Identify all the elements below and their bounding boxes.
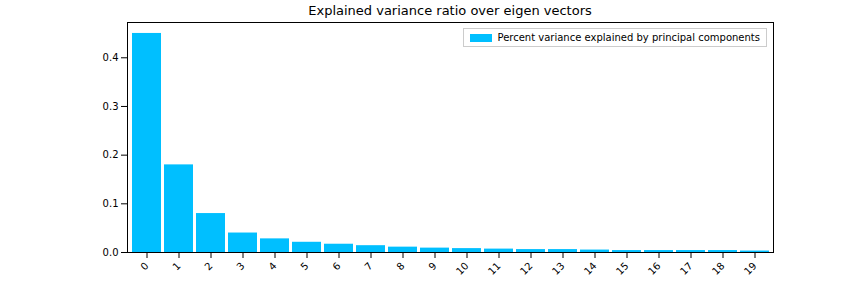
svg-text:13: 13 — [550, 260, 567, 277]
svg-text:0.1: 0.1 — [103, 198, 119, 209]
svg-text:0: 0 — [138, 260, 150, 272]
svg-text:18: 18 — [710, 260, 727, 277]
svg-text:11: 11 — [486, 260, 503, 277]
svg-text:1: 1 — [170, 260, 182, 272]
svg-text:19: 19 — [742, 260, 759, 277]
svg-text:6: 6 — [330, 260, 342, 272]
svg-text:15: 15 — [614, 260, 631, 277]
html-text:Percent variance explained by: Percent variance explained by principal … — [497, 32, 760, 43]
svg-text:9: 9 — [426, 260, 438, 272]
svg-text:5: 5 — [298, 260, 310, 272]
svg-text:7: 7 — [362, 260, 374, 272]
svg-text:10: 10 — [454, 260, 471, 277]
svg-text:8: 8 — [394, 260, 406, 272]
svg-text:0.4: 0.4 — [103, 52, 119, 63]
svg-text:17: 17 — [678, 260, 695, 277]
html-text:Explained variance ratio over: Explained variance ratio over eigen vect… — [308, 3, 592, 18]
svg-text:16: 16 — [646, 260, 663, 277]
svg-text:0.2: 0.2 — [103, 149, 119, 160]
svg-text:0.0: 0.0 — [103, 247, 119, 258]
svg-text:2: 2 — [202, 260, 214, 272]
svg-text:0.3: 0.3 — [103, 101, 119, 112]
svg-text:3: 3 — [234, 260, 246, 272]
svg-text:4: 4 — [266, 260, 278, 272]
svg-text:14: 14 — [582, 260, 599, 277]
svg-text:12: 12 — [518, 260, 535, 277]
